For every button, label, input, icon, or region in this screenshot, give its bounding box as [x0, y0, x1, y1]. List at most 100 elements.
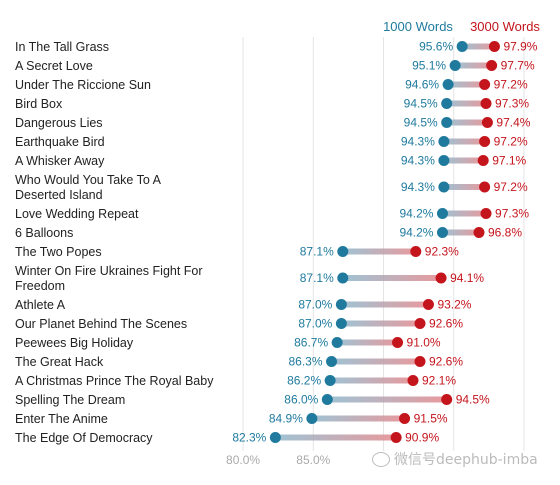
category-label: Deserted Island [15, 188, 103, 202]
dot-1000-words [335, 318, 347, 329]
connector-bar [342, 248, 416, 255]
value-label-3000-words: 97.3% [495, 207, 529, 221]
dot-1000-words [324, 375, 336, 386]
dot-3000-words [480, 208, 492, 219]
category-label: Freedom [15, 279, 65, 293]
dot-3000-words [407, 375, 419, 386]
dot-1000-words [326, 356, 338, 367]
dot-3000-words [486, 60, 498, 71]
connector-bar [341, 301, 429, 308]
value-label-3000-words: 96.8% [488, 226, 522, 240]
connector-bar [446, 100, 487, 107]
dot-3000-words [473, 227, 485, 238]
dot-1000-words [335, 299, 347, 310]
value-label-1000-words: 87.0% [298, 317, 332, 331]
category-label: The Edge Of Democracy [15, 431, 153, 445]
value-label-1000-words: 86.2% [287, 374, 321, 388]
value-label-3000-words: 92.3% [425, 245, 459, 259]
dot-1000-words [269, 432, 281, 443]
dot-1000-words [438, 136, 450, 147]
dot-1000-words [441, 117, 453, 128]
connector-bar [342, 275, 442, 281]
dot-1000-words [436, 227, 448, 238]
chart-row: Dangerous Lies 94.5% 97.4% [15, 116, 531, 130]
dot-3000-words [414, 318, 426, 329]
value-label-1000-words: 86.0% [284, 393, 318, 407]
value-label-1000-words: 94.3% [401, 180, 435, 194]
value-label-3000-words: 97.7% [501, 59, 535, 73]
chart-row: The Two Popes 87.1% 92.3% [15, 245, 459, 259]
dot-1000-words [438, 181, 450, 193]
chart-row: The Edge Of Democracy 82.3% 90.9% [15, 431, 439, 445]
connector-bar [443, 138, 485, 145]
dot-1000-words [321, 394, 333, 405]
category-label: Who Would You Take To A [15, 173, 162, 187]
value-label-1000-words: 94.5% [404, 116, 438, 130]
dot-1000-words [449, 60, 461, 71]
value-label-3000-words: 97.2% [494, 135, 528, 149]
chart-row: Athlete A 87.0% 93.2% [15, 298, 472, 312]
value-label-1000-words: 94.2% [399, 226, 433, 240]
legend-1000-words: 1000 Words [383, 19, 453, 34]
value-label-3000-words: 91.5% [414, 412, 448, 426]
chart-row: Bird Box 94.5% 97.3% [15, 97, 529, 111]
value-label-3000-words: 97.1% [492, 154, 526, 168]
dot-3000-words [481, 117, 493, 128]
chart-row: Enter The Anime 84.9% 91.5% [15, 412, 448, 426]
chart-rows: In The Tall Grass 95.6% 97.9% A Secret Love… [15, 40, 538, 445]
chart-row: Our Planet Behind The Scenes 87.0% 92.6% [15, 317, 463, 331]
value-label-3000-words: 90.9% [405, 431, 439, 445]
connector-bar [455, 62, 492, 69]
value-label-3000-words: 97.9% [503, 40, 537, 54]
chart-row: In The Tall Grass 95.6% 97.9% [15, 40, 538, 54]
chart-row: 6 Balloons 94.2% 96.8% [15, 226, 522, 240]
dot-1000-words [337, 272, 349, 284]
value-label-3000-words: 97.4% [496, 116, 530, 130]
value-label-3000-words: 97.2% [494, 180, 528, 194]
connector-bar [448, 81, 485, 88]
value-label-3000-words: 92.6% [429, 317, 463, 331]
dot-3000-words [479, 181, 491, 193]
value-label-3000-words: 92.6% [429, 355, 463, 369]
category-label: Our Planet Behind The Scenes [15, 317, 187, 331]
chart-row: A Christmas Prince The Royal Baby 86.2% 92… [15, 374, 456, 388]
value-label-3000-words: 93.2% [437, 298, 471, 312]
dot-1000-words [441, 98, 453, 109]
connector-bar [311, 415, 405, 422]
dot-1000-words [442, 79, 454, 90]
dot-3000-words [479, 79, 491, 90]
value-label-1000-words: 95.1% [412, 59, 446, 73]
value-label-1000-words: 95.6% [419, 40, 453, 54]
dot-1000-words [337, 246, 349, 257]
value-label-3000-words: 97.2% [494, 78, 528, 92]
watermark-text: 微信号deephub-imba [394, 452, 538, 468]
connector-bar [275, 434, 397, 441]
category-label: 6 Balloons [15, 226, 73, 240]
dot-3000-words [390, 432, 402, 443]
dot-3000-words [479, 136, 491, 147]
dot-1000-words [438, 155, 450, 166]
connector-bar [331, 358, 421, 365]
dot-1000-words [306, 413, 318, 424]
legend: 1000 Words 3000 Words [383, 19, 540, 34]
connector-bar [462, 43, 495, 50]
wechat-icon [372, 451, 390, 467]
value-label-1000-words: 86.3% [289, 355, 323, 369]
dot-3000-words [488, 41, 500, 52]
dot-3000-words [410, 246, 422, 257]
dot-3000-words [477, 155, 489, 166]
category-label: Earthquake Bird [15, 135, 105, 149]
value-label-1000-words: 94.2% [399, 207, 433, 221]
dot-3000-words [441, 394, 453, 405]
category-label: Winter On Fire Ukraines Fight For [15, 264, 203, 278]
value-label-1000-words: 84.9% [269, 412, 303, 426]
category-label: Enter The Anime [15, 412, 108, 426]
x-tick-label: 85.0% [296, 453, 330, 467]
chart-row: Under The Riccione Sun 94.6% 97.2% [15, 78, 528, 92]
watermark: 微信号deephub-imba [372, 449, 538, 469]
grid-lines [242, 37, 525, 451]
dot-3000-words [422, 299, 434, 310]
category-label: Peewees Big Holiday [15, 336, 134, 350]
category-label: Dangerous Lies [15, 116, 103, 130]
